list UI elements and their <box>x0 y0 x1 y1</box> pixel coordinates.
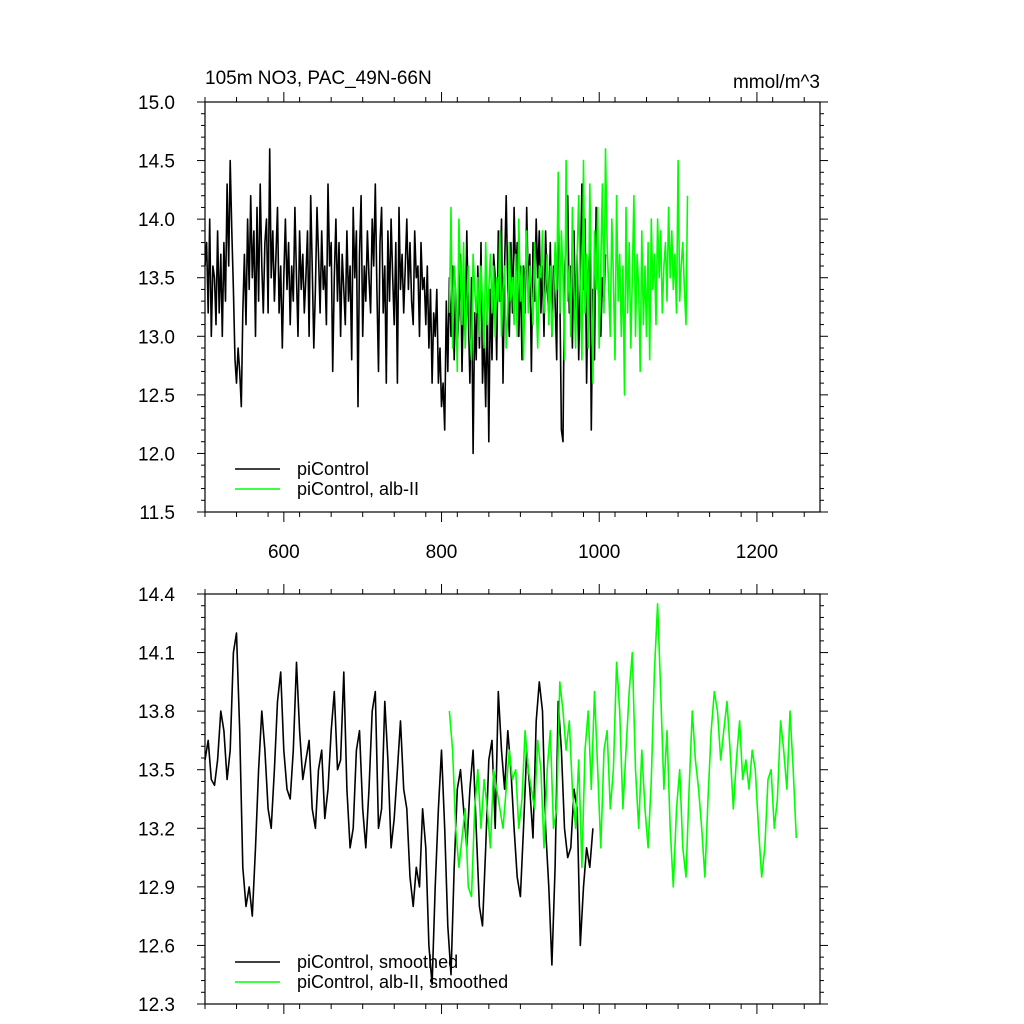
bottom-legend-label-control: piControl, smoothed <box>297 952 458 972</box>
top-axis-layer: 11.5 12.0 12.5 13.0 13.5 14.0 14.5 15.0 600 800 10… <box>138 92 828 563</box>
top-legend-label-control: piControl <box>297 459 369 479</box>
top-y-tick-label: 13.0 <box>138 327 175 348</box>
bottom-series-line-alb <box>448 602 798 898</box>
top-series-layer <box>204 148 689 455</box>
top-y-tick-label: 12.5 <box>138 386 175 407</box>
top-legend-label-alb: piControl, alb-II <box>297 479 419 499</box>
top-y-tick-label: 14.5 <box>138 152 175 173</box>
top-legend: piControl piControl, alb-II <box>235 459 419 499</box>
top-y-tick-label: 13.5 <box>138 269 175 290</box>
bottom-y-tick-label: 12.3 <box>138 995 175 1016</box>
top-plot-frame <box>204 101 821 513</box>
bottom-y-tick-label: 13.5 <box>138 761 175 782</box>
bottom-y-tick-label: 14.4 <box>138 585 175 606</box>
top-y-tick-label: 11.5 <box>139 503 175 524</box>
top-y-tick-label: 14.0 <box>138 210 175 231</box>
top-panel: 105m NO3, PAC_49N-66N mmol/m^3 11.512.01… <box>138 68 828 563</box>
top-x-tick-label: 1200 <box>736 542 778 563</box>
bottom-y-tick-label: 13.8 <box>138 702 175 723</box>
top-x-tick-label: 600 <box>268 542 300 563</box>
bottom-series-layer <box>204 602 798 986</box>
top-panel-units: mmol/m^3 <box>733 72 820 93</box>
top-series-line-alb <box>448 148 689 396</box>
bottom-y-tick-label: 12.9 <box>138 878 175 899</box>
top-x-tick-label: 800 <box>426 542 458 563</box>
bottom-panel: 12.3 12.6 12.9 13.2 13.5 13.8 14.1 14.4 piContr… <box>138 584 828 1016</box>
top-panel-title: 105m NO3, PAC_49N-66N <box>205 68 432 89</box>
bottom-y-tick-label: 14.1 <box>138 644 175 665</box>
bottom-axis-layer: 12.3 12.6 12.9 13.2 13.5 13.8 14.1 14.4 <box>138 584 828 1016</box>
bottom-y-tick-label: 12.6 <box>138 936 175 957</box>
top-y-tick-label: 12.0 <box>138 444 175 465</box>
top-series-line-control <box>204 148 607 455</box>
bottom-legend-label-alb: piControl, alb-II, smoothed <box>297 972 508 992</box>
bottom-legend: piControl, smoothed piControl, alb-II, s… <box>235 952 508 992</box>
bottom-plot-frame <box>204 593 821 1005</box>
bottom-y-tick-label: 13.2 <box>138 819 175 840</box>
top-x-tick-label: 1000 <box>578 542 620 563</box>
top-y-tick-label: 15.0 <box>138 93 175 114</box>
